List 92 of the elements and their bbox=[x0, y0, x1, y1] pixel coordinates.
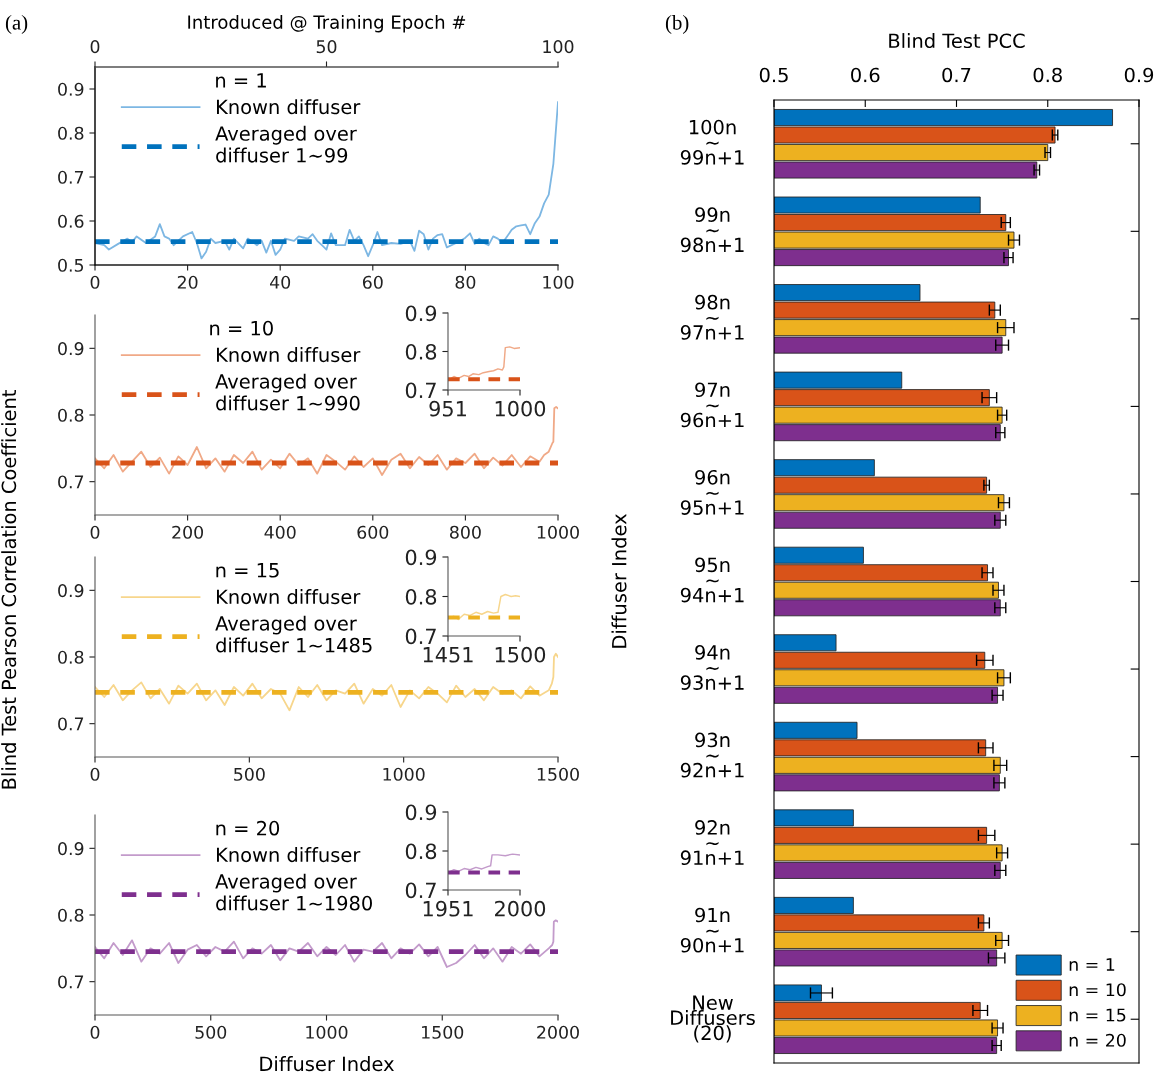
x-tick-label: 100 bbox=[543, 275, 574, 289]
y-tick-label: 0.7 bbox=[405, 382, 436, 399]
y-tick-label: 0.7 bbox=[405, 882, 436, 899]
line-series bbox=[95, 919, 558, 968]
x-tick-label: 1500 bbox=[495, 646, 546, 663]
y-tick-label: 0.8 bbox=[58, 126, 84, 140]
y-tick-label: 98n ~ 97n+1 bbox=[680, 294, 744, 340]
legend-label: Known diffuser bbox=[217, 589, 361, 605]
y-tick-label: 93n ~ 92n+1 bbox=[680, 732, 744, 778]
x-tick-label: 2000 bbox=[495, 900, 546, 917]
x-tick-label: 1000 bbox=[537, 525, 579, 539]
x-tick-label: 80 bbox=[455, 275, 476, 289]
y-tick-label: 96n ~ 95n+1 bbox=[680, 469, 744, 515]
y-tick-label: 99n ~ 98n+1 bbox=[680, 207, 744, 253]
x-tick-label: 0.6 bbox=[851, 67, 880, 83]
legend-label: Averaged over diffuser 1~1485 bbox=[215, 615, 372, 653]
legend-title: n = 20 bbox=[216, 820, 280, 836]
x-tick-label: 400 bbox=[264, 525, 296, 539]
legend-label: Known diffuser bbox=[217, 847, 361, 863]
x-tick-label: 2000 bbox=[537, 1025, 579, 1039]
x-tick-label: 600 bbox=[357, 525, 389, 539]
x-tick-label: 0 bbox=[90, 1025, 100, 1039]
x-tick-label: 0.8 bbox=[1033, 67, 1062, 83]
y-tick-label: 0.8 bbox=[405, 588, 437, 605]
y-tick-label: 0.9 bbox=[405, 804, 437, 821]
legend-label: n = 15 bbox=[1069, 1008, 1126, 1022]
x-axis-title: Blind Test PCC bbox=[889, 33, 1025, 49]
legend-title: n = 1 bbox=[216, 73, 266, 88]
legend-label: n = 20 bbox=[1069, 1033, 1126, 1047]
y-axis-title: Diffuser Index bbox=[611, 514, 627, 648]
y-tick-label: 100n ~ 99n+1 bbox=[680, 119, 744, 165]
x2-axis-title: Introduced @ Training Epoch # bbox=[188, 14, 466, 33]
x-tick-label: 0 bbox=[90, 525, 100, 539]
y-tick-label: 0.9 bbox=[405, 549, 437, 566]
x-tick-label: 1951 bbox=[423, 900, 473, 917]
x-tick-label: 60 bbox=[362, 275, 383, 289]
legend-label: Averaged over diffuser 1~1980 bbox=[215, 873, 372, 911]
x-tick-label: 20 bbox=[177, 275, 198, 289]
y-tick-label: 92n ~ 91n+1 bbox=[680, 820, 744, 866]
y-tick-label: 91n ~ 90n+1 bbox=[680, 907, 744, 953]
y-tick-label: 0.7 bbox=[405, 628, 436, 645]
y-tick-label: 0.9 bbox=[58, 584, 84, 598]
x2-tick-label: 50 bbox=[316, 40, 337, 54]
y-tick-label: 0.8 bbox=[405, 843, 437, 860]
x-tick-label: 1500 bbox=[537, 767, 579, 781]
y-tick-label: New Diffusers (20) bbox=[671, 995, 755, 1043]
x-tick-label: 1000 bbox=[495, 400, 546, 417]
x-tick-label: 951 bbox=[429, 400, 466, 417]
legend-label: Known diffuser bbox=[217, 347, 361, 363]
legend-label: n = 1 bbox=[1069, 958, 1115, 971]
y-tick-label: 0.6 bbox=[58, 214, 84, 228]
x-tick-label: 0 bbox=[90, 275, 100, 289]
x-tick-label: 0.5 bbox=[759, 67, 788, 83]
x-tick-label: 1451 bbox=[423, 647, 473, 663]
legend-label: n = 10 bbox=[1069, 983, 1126, 997]
x-tick-label: 0.9 bbox=[1124, 67, 1154, 83]
x-tick-label: 500 bbox=[234, 767, 265, 781]
y-tick-label: 0.9 bbox=[58, 342, 84, 356]
y-tick-label: 0.7 bbox=[58, 975, 84, 989]
legend-label: Averaged over diffuser 1~99 bbox=[215, 125, 357, 163]
x-tick-label: 1000 bbox=[383, 767, 425, 781]
x-tick-label: 40 bbox=[270, 275, 291, 289]
y-tick-label: 0.8 bbox=[405, 343, 437, 360]
x-tick-label: 1500 bbox=[422, 1025, 464, 1039]
x-tick-label: 0 bbox=[90, 767, 100, 781]
y-tick-label: 0.9 bbox=[405, 305, 437, 322]
text: (b) bbox=[665, 15, 689, 34]
x2-tick-label: 0 bbox=[90, 40, 100, 54]
x-tick-label: 200 bbox=[172, 525, 204, 539]
y-tick-label: 97n ~ 96n+1 bbox=[680, 382, 744, 428]
y-axis-title: Blind Test Pearson Correlation Coefficient bbox=[1, 390, 17, 789]
y-tick-label: 0.5 bbox=[58, 258, 84, 272]
x-tick-label: 500 bbox=[195, 1025, 227, 1039]
y-tick-label: 94n ~ 93n+1 bbox=[680, 645, 744, 690]
line-series bbox=[95, 101, 558, 260]
x-tick-label: 800 bbox=[450, 525, 481, 539]
y-tick-label: 0.7 bbox=[58, 170, 84, 184]
legend-title: n = 10 bbox=[210, 320, 273, 336]
y-tick-label: 0.7 bbox=[58, 475, 84, 489]
y-tick-label: 0.9 bbox=[58, 842, 84, 856]
x2-tick-label: 100 bbox=[543, 40, 574, 54]
legend-title: n = 15 bbox=[216, 563, 279, 578]
x-tick-label: 0.7 bbox=[942, 67, 971, 83]
x-axis-title: Diffuser Index bbox=[260, 1056, 394, 1072]
y-tick-label: 0.9 bbox=[58, 82, 84, 96]
text: (a) bbox=[5, 15, 28, 34]
legend-label: Averaged over diffuser 1~990 bbox=[215, 373, 360, 411]
y-tick-label: 95n ~ 94n+1 bbox=[680, 557, 744, 603]
legend-label: Known diffuser bbox=[217, 99, 361, 115]
y-tick-label: 0.7 bbox=[58, 717, 84, 731]
x-tick-label: 1000 bbox=[306, 1025, 348, 1039]
line-series bbox=[448, 853, 520, 874]
